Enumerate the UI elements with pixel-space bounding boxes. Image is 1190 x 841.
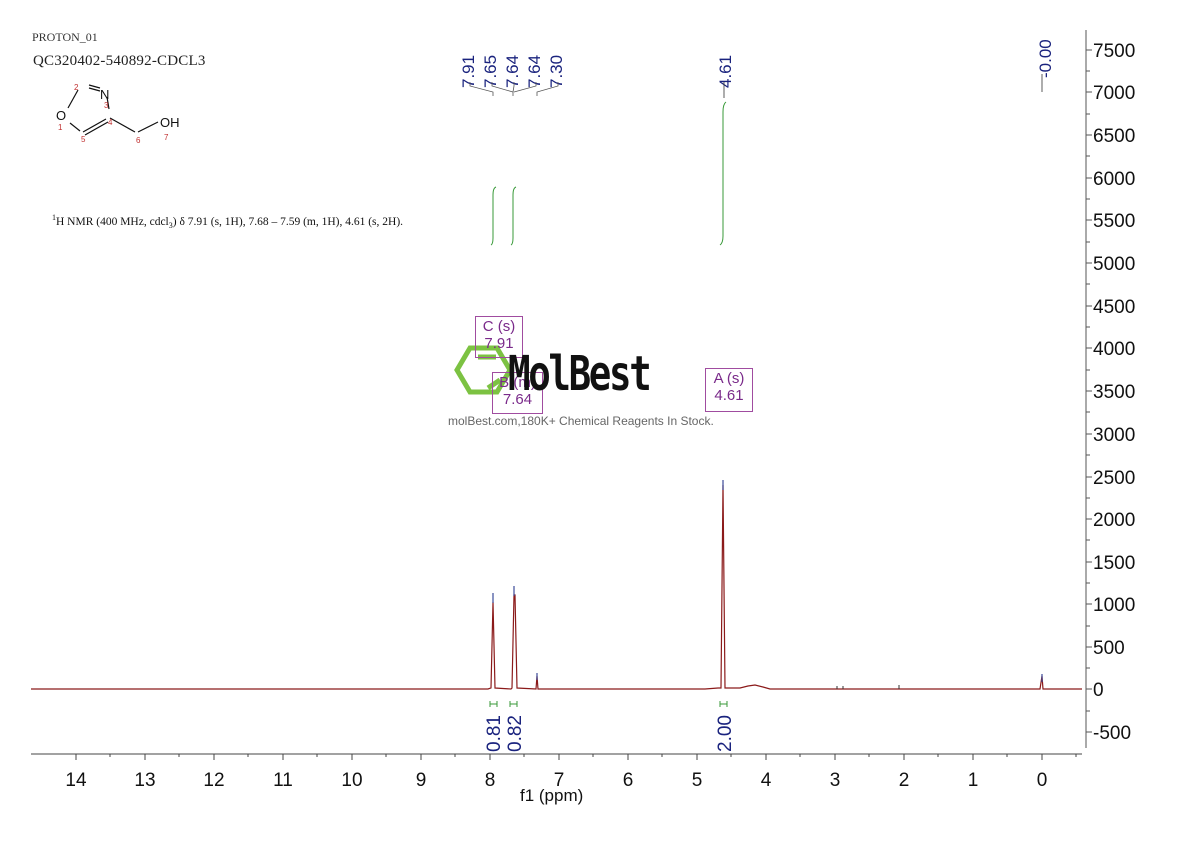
x-tick: 5 bbox=[692, 770, 703, 791]
y-tick: 5000 bbox=[1093, 254, 1135, 275]
peak-label: 7.64 bbox=[503, 55, 522, 88]
atom-O: O bbox=[56, 108, 66, 123]
nmr-text: H NMR (400 MHz, cdcl bbox=[56, 215, 169, 228]
y-tick: 7500 bbox=[1093, 41, 1135, 62]
peak-label: 7.64 bbox=[525, 55, 544, 88]
x-tick: 12 bbox=[203, 770, 224, 791]
nmr-sup: 1 bbox=[52, 213, 56, 222]
integral-value: 0.81 bbox=[484, 715, 505, 752]
y-tick: 4500 bbox=[1093, 297, 1135, 318]
chemical-structure: N O OH 2 3 1 4 5 6 7 bbox=[56, 83, 180, 145]
multiplet-shift: 7.91 bbox=[484, 335, 514, 352]
y-tick: 2500 bbox=[1093, 468, 1135, 489]
y-tick: 7000 bbox=[1093, 83, 1135, 104]
peak-label: -0.00 bbox=[1036, 39, 1055, 78]
y-tick: -500 bbox=[1093, 723, 1131, 744]
x-tick: 7 bbox=[554, 770, 565, 791]
peak-label: 7.65 bbox=[481, 55, 500, 88]
integral-value: 2.00 bbox=[715, 715, 736, 752]
multiplet-type: B (m) bbox=[499, 374, 536, 391]
atom-N: N bbox=[100, 87, 109, 102]
multiplet-shift: 4.61 bbox=[714, 387, 744, 404]
spectrum-trace bbox=[31, 480, 1082, 690]
x-tick: 0 bbox=[1037, 770, 1048, 791]
nmr-rest: ) δ 7.91 (s, 1H), 7.68 – 7.59 (m, 1H), 4… bbox=[172, 215, 404, 228]
x-tick: 6 bbox=[623, 770, 634, 791]
y-tick: 2000 bbox=[1093, 510, 1135, 531]
x-axis: 14 13 12 11 10 9 8 7 6 5 4 3 2 1 0 bbox=[31, 753, 1082, 791]
y-axis: 7500 7000 6500 6000 5500 5000 4500 4000 … bbox=[1085, 30, 1135, 748]
integral-values: 0.81 0.82 2.00 bbox=[484, 715, 736, 752]
nmr-sub: 3 bbox=[168, 221, 173, 231]
y-tick: 0 bbox=[1093, 680, 1104, 701]
y-tick: 3500 bbox=[1093, 382, 1135, 403]
atom-number: 2 bbox=[74, 83, 79, 92]
sample-id: QC320402-540892-CDCL3 bbox=[33, 53, 206, 69]
x-tick: 8 bbox=[485, 770, 496, 791]
y-tick: 6000 bbox=[1093, 169, 1135, 190]
integral-value: 0.82 bbox=[505, 715, 526, 752]
experiment-name: PROTON_01 bbox=[32, 30, 98, 44]
x-axis-label: f1 (ppm) bbox=[520, 786, 584, 805]
multiplet-box-A: A (s) 4.61 bbox=[705, 368, 753, 412]
x-tick: 4 bbox=[761, 770, 772, 791]
y-tick: 4000 bbox=[1093, 339, 1135, 360]
atom-number: 1 bbox=[58, 123, 63, 132]
integral-curves bbox=[490, 101, 727, 246]
integral-brackets bbox=[489, 701, 728, 707]
multiplet-box-C: C (s) 7.91 bbox=[475, 316, 523, 358]
y-tick: 1500 bbox=[1093, 553, 1135, 574]
y-tick: 1000 bbox=[1093, 595, 1135, 616]
multiplet-type: A (s) bbox=[713, 370, 745, 387]
watermark-subtitle: molBest.com,180K+ Chemical Reagents In S… bbox=[448, 414, 714, 428]
x-tick: 13 bbox=[134, 770, 155, 791]
y-tick: 500 bbox=[1093, 638, 1125, 659]
peak-labels-aromatic: 7.91 7.65 7.64 7.64 7.30 4.61 -0.00 bbox=[459, 39, 1055, 88]
atom-number: 4 bbox=[108, 118, 113, 127]
peak-label: 4.61 bbox=[716, 55, 735, 88]
x-tick: 1 bbox=[968, 770, 979, 791]
x-tick: 11 bbox=[273, 770, 293, 791]
multiplet-box-B: B (m) 7.64 bbox=[492, 372, 543, 414]
atom-OH: OH bbox=[160, 115, 180, 130]
peak-connectors bbox=[469, 74, 1043, 98]
watermark-logo-text: MolBest bbox=[508, 346, 652, 402]
x-tick: 9 bbox=[416, 770, 427, 791]
atom-number: 3 bbox=[104, 101, 109, 110]
atom-number: 7 bbox=[164, 133, 169, 142]
x-tick: 14 bbox=[65, 770, 87, 791]
peak-label: 7.30 bbox=[547, 55, 566, 88]
multiplet-type: C (s) bbox=[482, 318, 516, 335]
nmr-description: 1H NMR (400 MHz, cdcl3) δ 7.91 (s, 1H), … bbox=[52, 210, 412, 234]
y-tick: 6500 bbox=[1093, 126, 1135, 147]
y-tick: 5500 bbox=[1093, 211, 1135, 232]
multiplet-shift: 7.64 bbox=[502, 391, 533, 408]
atom-number: 6 bbox=[136, 136, 141, 145]
x-tick: 2 bbox=[899, 770, 910, 791]
x-tick: 3 bbox=[830, 770, 841, 791]
x-tick: 10 bbox=[341, 770, 362, 791]
y-tick: 3000 bbox=[1093, 425, 1135, 446]
peak-label: 7.91 bbox=[459, 55, 478, 88]
atom-number: 5 bbox=[81, 135, 86, 144]
